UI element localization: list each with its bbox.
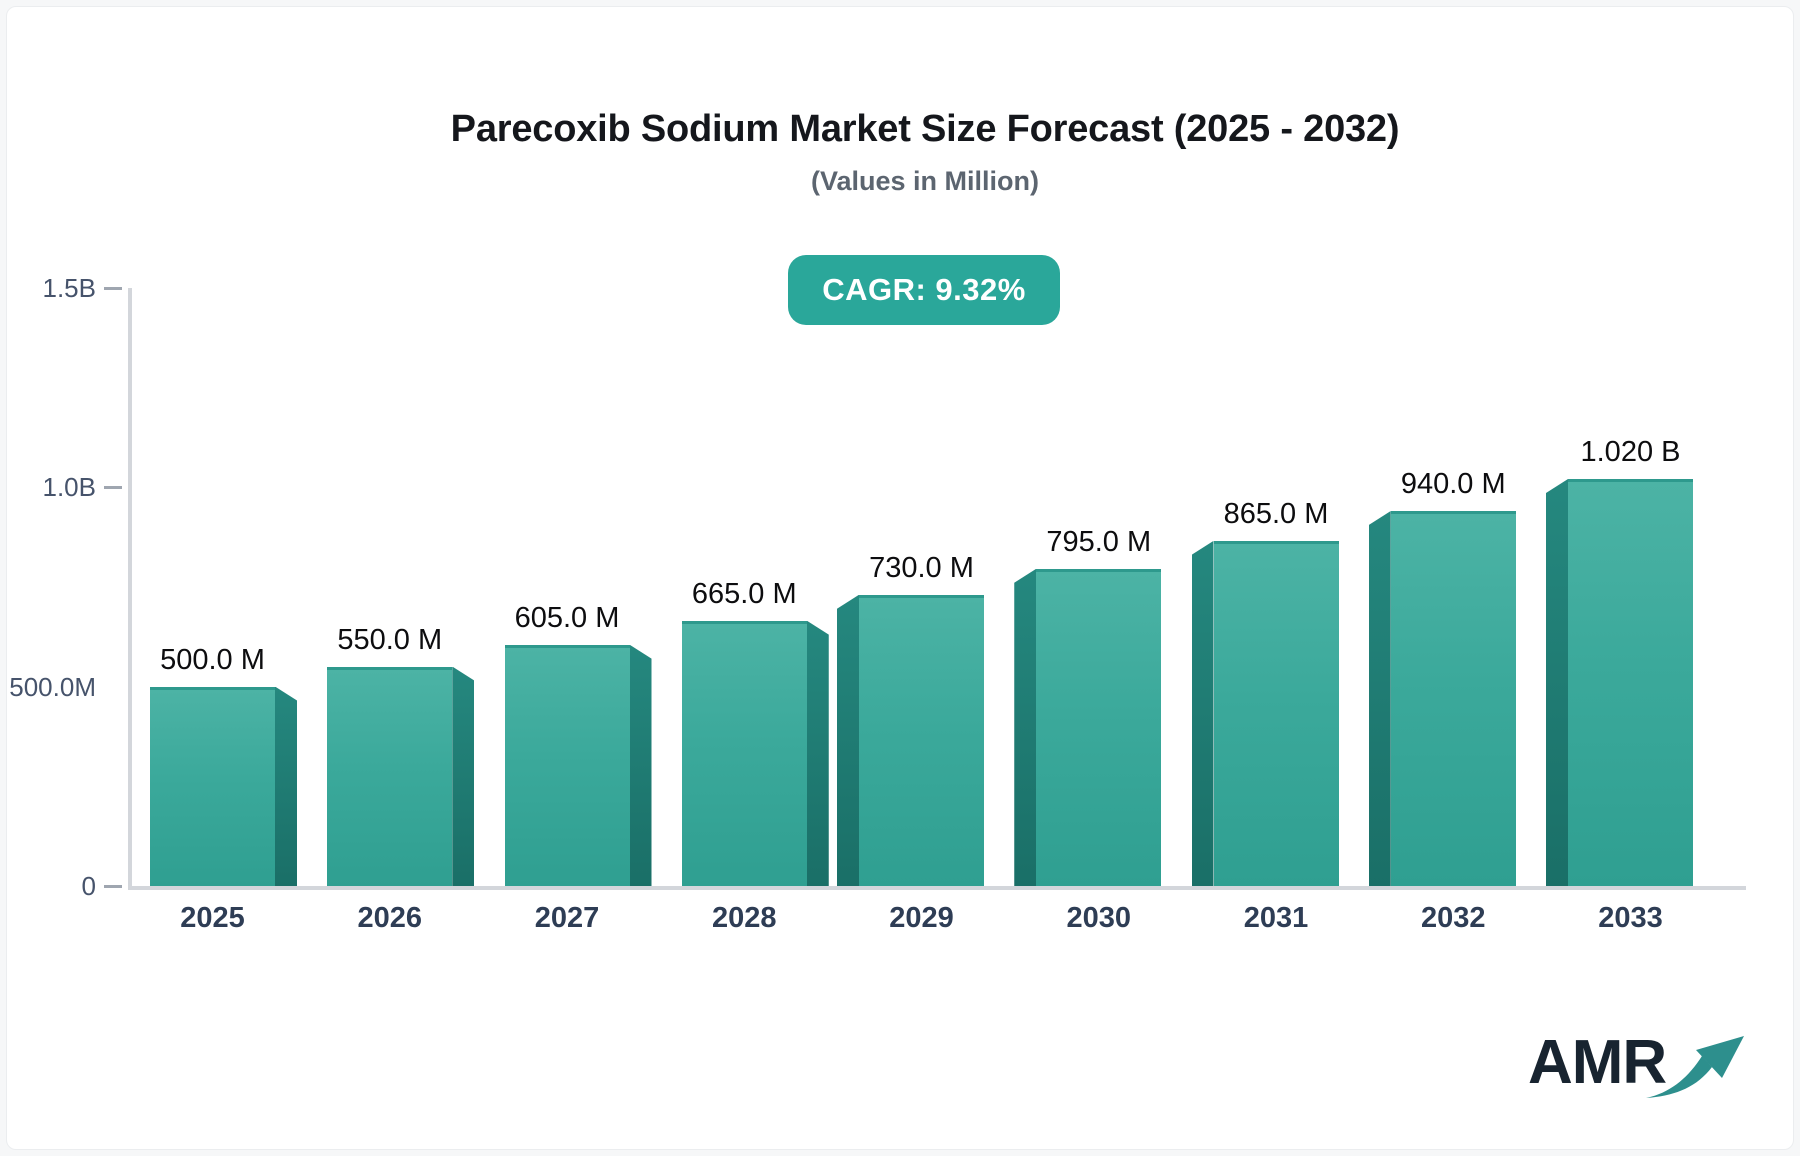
bar-2025	[150, 686, 275, 886]
y-tick-label: 500.0M	[9, 671, 96, 702]
x-axis-year-label: 2033	[1598, 902, 1663, 934]
bar-value-label: 550.0 M	[337, 623, 443, 656]
y-axis-line	[128, 288, 132, 890]
bar-2032	[1390, 510, 1516, 886]
y-tick-dash	[104, 885, 122, 888]
bar-side-face	[629, 644, 652, 886]
bar-side-face	[1191, 540, 1214, 886]
x-axis-year-label: 2025	[180, 902, 245, 934]
bar-2027	[504, 644, 630, 886]
x-axis-year-label: 2032	[1420, 902, 1486, 934]
x-axis-year-label: 2027	[534, 902, 600, 934]
bar-value-label: 605.0 M	[514, 601, 620, 634]
bar-2031	[1213, 540, 1339, 886]
bar-2029	[859, 594, 984, 886]
bar-value-label: 1.020 B	[1580, 436, 1681, 469]
bar-2030	[1036, 568, 1162, 886]
amr-logo-text: AMR	[1528, 1028, 1667, 1097]
bar-2028	[681, 620, 807, 886]
cagr-label: CAGR: 9.32%	[822, 272, 1026, 307]
y-tick-dash	[104, 486, 122, 489]
bar-value-label: 500.0 M	[160, 643, 265, 676]
cagr-badge: CAGR: 9.32%	[788, 255, 1060, 325]
bar-side-face	[275, 686, 297, 886]
x-axis-year-label: 2028	[711, 902, 777, 934]
bar-side-face	[1014, 568, 1037, 886]
bar-side-face	[452, 666, 475, 886]
y-tick-dash	[104, 286, 122, 290]
bar-value-label: 865.0 M	[1223, 497, 1329, 530]
amr-logo: AMR	[1528, 1032, 1752, 1103]
bar-side-face	[1546, 479, 1568, 886]
bar-value-label: 795.0 M	[1046, 525, 1152, 558]
y-tick-label: 0	[81, 871, 96, 901]
bar-2026	[327, 666, 453, 886]
chart-subtitle: (Values in Million)	[810, 166, 1040, 196]
y-tick-label: 1.0B	[42, 472, 97, 502]
bar-side-face	[806, 620, 829, 886]
x-axis-year-label: 2030	[1066, 902, 1131, 934]
x-axis-year-label: 2031	[1243, 902, 1309, 934]
bar-value-label: 940.0 M	[1400, 467, 1506, 500]
y-tick-label: 1.5B	[42, 272, 97, 303]
bar-side-face	[1368, 510, 1391, 886]
x-axis-line	[128, 886, 1746, 890]
x-axis-year-label: 2029	[889, 902, 954, 934]
bar-value-label: 730.0 M	[869, 551, 974, 584]
bar-2033	[1568, 479, 1693, 886]
chart-title: Parecoxib Sodium Market Size Forecast (2…	[450, 108, 1400, 150]
amr-logo-arrow-icon	[1646, 1036, 1745, 1098]
x-axis-year-label: 2026	[357, 902, 422, 934]
bar-value-label: 665.0 M	[691, 577, 797, 610]
bar-side-face	[837, 594, 859, 886]
